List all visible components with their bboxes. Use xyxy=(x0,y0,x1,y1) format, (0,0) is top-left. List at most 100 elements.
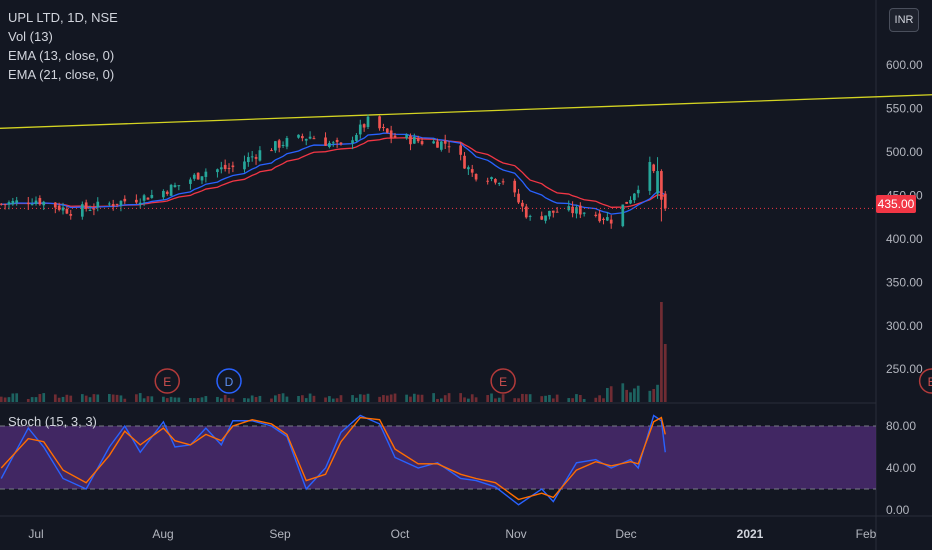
volume-bar xyxy=(142,398,146,402)
volume-bar xyxy=(486,395,490,402)
candle xyxy=(648,162,652,191)
volume-bar xyxy=(223,394,227,402)
chart-legend: UPL LTD, 1D, NSE Vol (13) EMA (13, close… xyxy=(8,8,118,84)
candle xyxy=(366,116,370,127)
candle xyxy=(61,207,65,211)
candle xyxy=(96,201,100,208)
stoch-legend[interactable]: Stoch (15, 3, 3) xyxy=(8,414,97,429)
candle xyxy=(609,219,613,224)
volume-bar xyxy=(660,302,663,402)
volume-bar xyxy=(409,396,412,402)
candle xyxy=(273,141,277,151)
volume-bar xyxy=(351,395,354,402)
candle xyxy=(30,204,34,206)
volume-bar xyxy=(162,396,165,402)
volume-bar xyxy=(443,395,447,402)
volume-bar xyxy=(312,395,316,402)
candle xyxy=(92,208,96,210)
candle xyxy=(88,210,92,212)
candle xyxy=(26,202,30,205)
volume-bar xyxy=(605,387,609,402)
symbol-title[interactable]: UPL LTD, 1D, NSE xyxy=(8,10,118,25)
candle xyxy=(578,205,582,215)
volume-bar xyxy=(119,395,123,402)
volume-bar xyxy=(467,398,470,402)
candle xyxy=(146,197,150,200)
volume-bar xyxy=(339,395,343,402)
volume-bar xyxy=(528,394,532,402)
candle xyxy=(528,215,532,217)
candle xyxy=(636,189,640,194)
candle xyxy=(490,177,493,180)
candle xyxy=(15,200,19,203)
candle xyxy=(34,200,38,204)
volume-bar xyxy=(416,394,420,402)
candle xyxy=(0,203,3,205)
volume-bar xyxy=(544,395,547,402)
candle xyxy=(111,204,115,207)
time-tick-label: Jul xyxy=(28,527,43,541)
candle xyxy=(57,205,61,210)
volume-bar xyxy=(633,388,636,402)
volume-bar xyxy=(200,397,204,402)
candle xyxy=(335,139,339,143)
volume-bar xyxy=(177,397,181,402)
price-tick-label: 600.00 xyxy=(886,58,923,72)
candle xyxy=(223,164,227,169)
candle xyxy=(358,124,362,135)
volume-bar xyxy=(540,396,544,402)
volume-bar xyxy=(358,394,362,402)
stoch-band xyxy=(0,426,876,489)
candle xyxy=(486,180,490,182)
volume-bar xyxy=(474,397,478,402)
candle xyxy=(135,199,138,203)
currency-button[interactable]: INR xyxy=(889,8,919,32)
volume-bar xyxy=(521,393,524,402)
candle xyxy=(524,206,528,218)
volume-bar xyxy=(219,398,223,402)
candle xyxy=(281,145,285,147)
candle xyxy=(301,136,304,139)
volume-bar xyxy=(308,393,312,402)
candle xyxy=(602,218,605,220)
candle xyxy=(551,210,555,213)
candle xyxy=(312,138,316,140)
candle xyxy=(165,191,169,194)
volume-bar xyxy=(123,398,127,402)
volume-bar xyxy=(652,389,656,402)
time-tick-label: 2021 xyxy=(737,527,764,541)
candle xyxy=(115,203,119,205)
candle xyxy=(7,202,11,205)
volume-bar xyxy=(405,394,408,402)
volume-bar xyxy=(80,394,84,402)
candle xyxy=(594,214,598,217)
volume-bar xyxy=(362,394,366,402)
candle xyxy=(177,185,181,187)
volume-bar xyxy=(61,396,65,402)
candle xyxy=(605,217,609,221)
volume-bar xyxy=(575,394,578,402)
volume-bar xyxy=(594,397,598,402)
candle xyxy=(331,142,335,144)
volume-bar xyxy=(582,398,586,402)
volume-bar xyxy=(567,398,571,402)
volume-bar xyxy=(258,395,262,402)
ema13-legend[interactable]: EMA (13, close, 0) xyxy=(8,48,115,63)
volume-bar xyxy=(165,398,169,402)
candle xyxy=(555,211,559,213)
volume-bar xyxy=(656,384,659,402)
candle xyxy=(497,183,501,185)
volume-legend[interactable]: Vol (13) xyxy=(8,29,53,44)
volume-bar xyxy=(524,394,528,402)
candle xyxy=(447,146,451,148)
volume-bar xyxy=(501,394,505,402)
candle xyxy=(625,201,629,204)
volume-bar xyxy=(625,389,629,402)
volume-bar xyxy=(285,396,289,402)
stoch-k-line xyxy=(0,414,666,506)
candle xyxy=(169,184,173,196)
ema21-legend[interactable]: EMA (21, close, 0) xyxy=(8,67,115,82)
volume-bar xyxy=(551,398,555,402)
volume-bar xyxy=(26,398,30,402)
